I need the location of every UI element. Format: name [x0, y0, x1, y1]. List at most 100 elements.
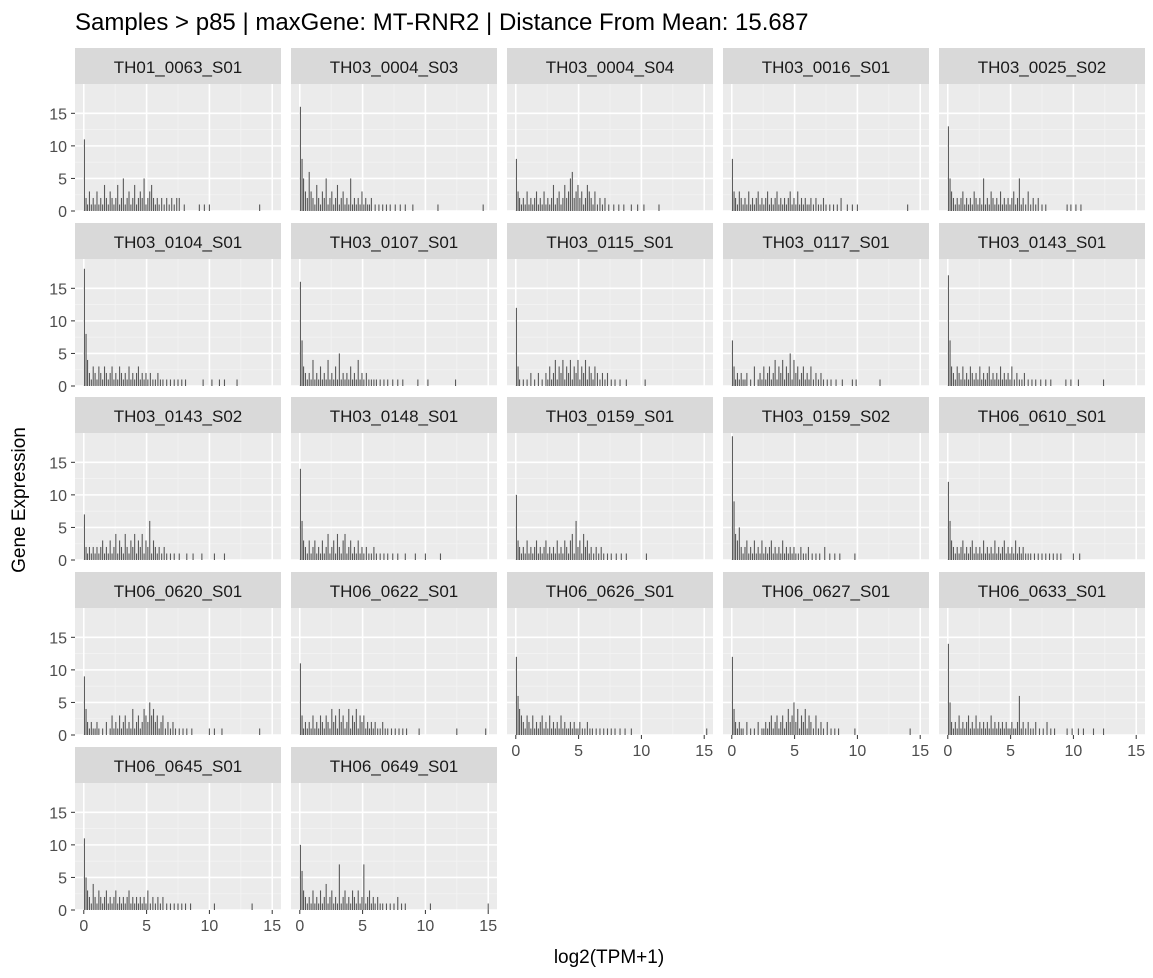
bar [825, 204, 827, 211]
bar [800, 372, 803, 386]
bar [558, 366, 560, 386]
bar [351, 553, 354, 560]
bar [126, 379, 128, 386]
bar [135, 896, 138, 910]
bar [414, 553, 416, 560]
bar [947, 275, 949, 386]
bar [1050, 379, 1052, 386]
bar [160, 721, 162, 735]
bar [990, 715, 992, 735]
bar [340, 721, 342, 735]
bar [346, 553, 348, 560]
bar [738, 721, 740, 735]
bar [577, 359, 579, 386]
bar [100, 896, 102, 910]
facet-strip [507, 572, 713, 608]
bar [733, 191, 735, 211]
bar [487, 903, 489, 910]
bar [832, 204, 835, 211]
bar [808, 379, 810, 386]
bar [539, 197, 541, 211]
bar [382, 721, 384, 735]
bar [554, 204, 556, 211]
bar [406, 728, 408, 735]
bar [120, 546, 123, 560]
bar [606, 372, 609, 386]
bar [390, 728, 393, 735]
bar [838, 728, 840, 735]
bar [1077, 379, 1079, 386]
bar [992, 553, 994, 560]
bar [365, 728, 367, 735]
bar [251, 903, 253, 910]
bar [344, 533, 346, 560]
bar [909, 728, 911, 735]
bar [776, 715, 778, 735]
y-axis-title: Gene Expression [9, 427, 30, 573]
bar [1040, 379, 1042, 386]
bar [964, 204, 966, 211]
bar [761, 379, 763, 386]
bar [645, 553, 647, 560]
bar [558, 553, 560, 560]
bar [537, 204, 539, 211]
bar [967, 379, 970, 386]
bar [107, 553, 109, 560]
bar [581, 553, 583, 560]
x-tick-label: 0 [511, 743, 520, 760]
bar [348, 379, 350, 386]
bar [166, 197, 168, 211]
bar [733, 501, 735, 560]
bar [83, 139, 85, 211]
bar [152, 896, 154, 910]
bar [515, 307, 517, 386]
bar [1021, 379, 1023, 386]
bar [1082, 728, 1085, 735]
bar [137, 366, 139, 386]
facet-panel: TH03_0004_S04 [507, 48, 713, 212]
x-tick-label: 5 [574, 743, 583, 760]
bar [1045, 379, 1047, 386]
bar [768, 204, 771, 211]
bar [746, 372, 748, 386]
bar [336, 903, 339, 910]
bar [1032, 197, 1034, 211]
bar [992, 197, 994, 211]
bar [1027, 553, 1029, 560]
bar [367, 896, 369, 910]
bar [547, 197, 549, 211]
bar [141, 903, 143, 910]
bar [113, 379, 115, 386]
bar [158, 546, 160, 560]
facet-strip [75, 48, 281, 84]
bar [147, 379, 149, 386]
bar [975, 546, 977, 560]
bar [88, 191, 90, 211]
bar [854, 728, 856, 735]
bar [592, 204, 594, 211]
bar [802, 366, 804, 386]
bar [1011, 546, 1013, 560]
bar [610, 553, 612, 560]
bar [370, 553, 372, 560]
bar [119, 366, 121, 386]
bar [522, 197, 524, 211]
bar [515, 494, 517, 560]
bar [338, 864, 340, 910]
bar [221, 728, 223, 735]
bar [975, 197, 977, 211]
bar [342, 896, 344, 910]
bar [308, 540, 310, 560]
bar [996, 372, 998, 386]
bar [132, 896, 134, 910]
bar [1025, 204, 1027, 211]
bar [755, 197, 757, 211]
bar [998, 204, 1000, 211]
bar [149, 372, 151, 386]
bar [973, 728, 975, 735]
bar [601, 372, 604, 386]
bar [571, 379, 573, 386]
bar [83, 676, 85, 735]
bar [314, 903, 316, 910]
bar [92, 197, 94, 211]
